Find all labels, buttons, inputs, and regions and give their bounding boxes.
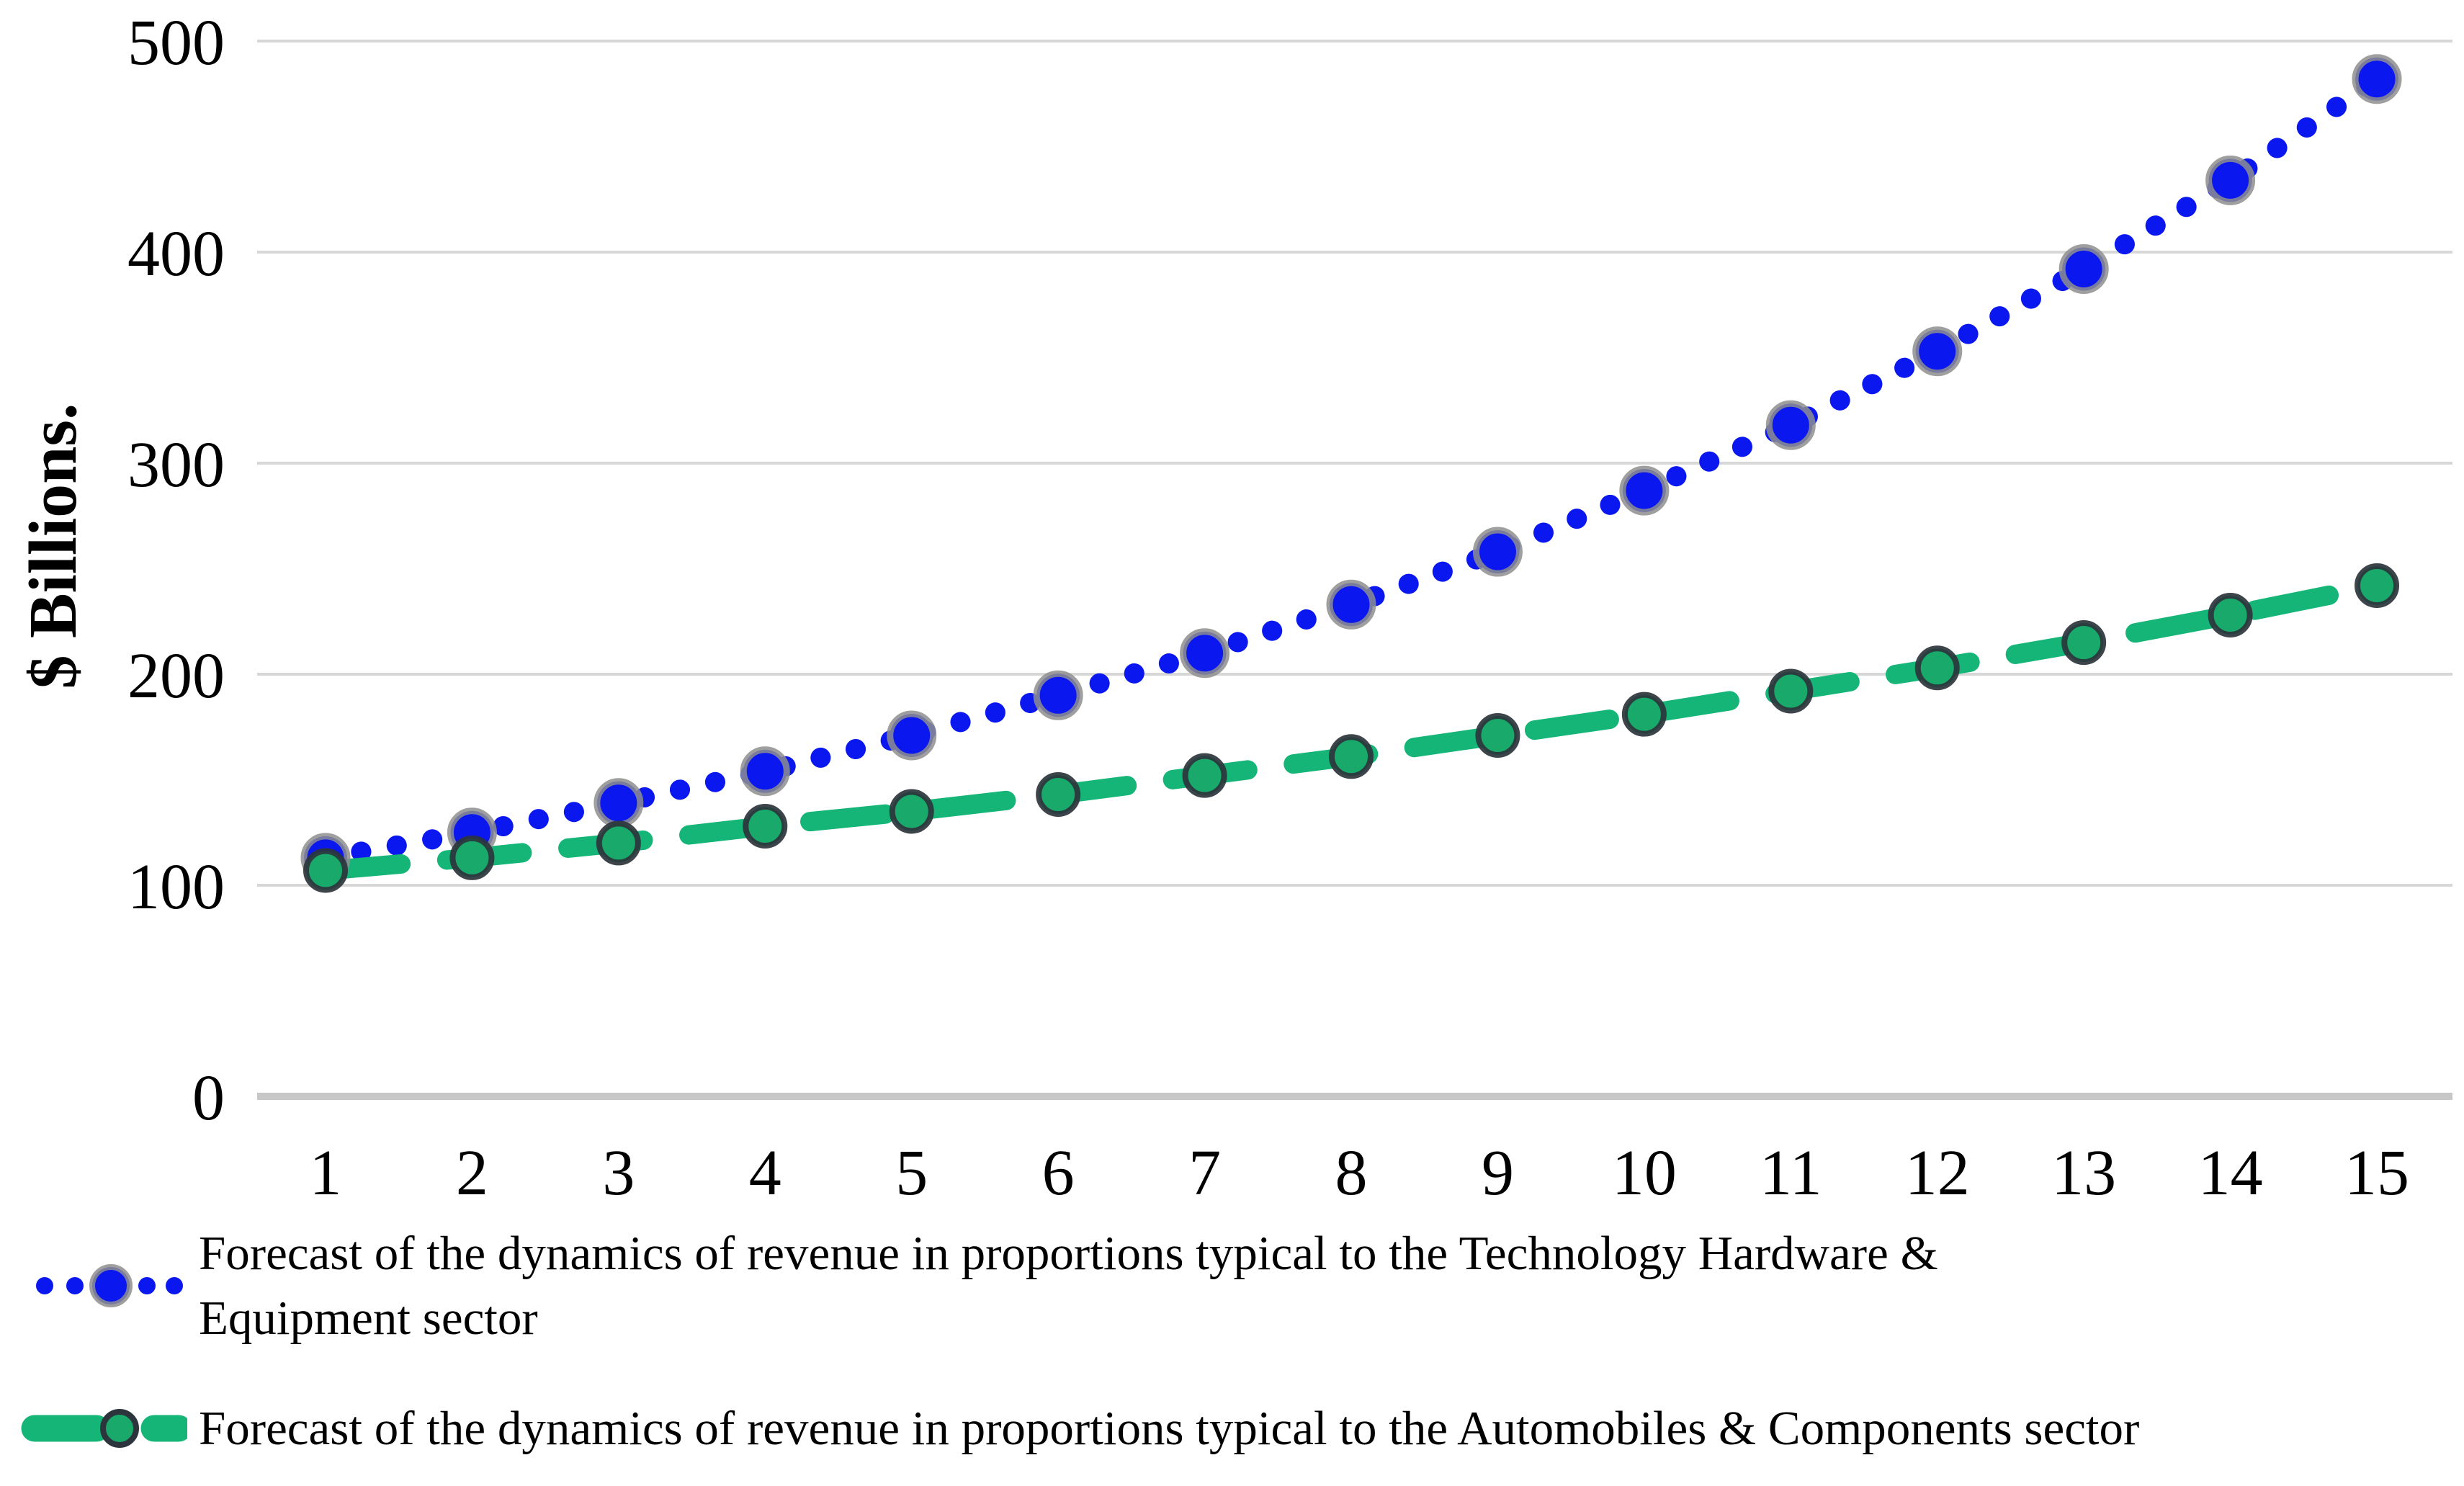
- svg-text:1: 1: [310, 1137, 342, 1209]
- svg-text:14: 14: [2198, 1137, 2263, 1209]
- svg-text:400: 400: [127, 218, 225, 290]
- legend-label-technology-hardware: Forecast of the dynamics of revenue in p…: [199, 1221, 1938, 1351]
- svg-text:11: 11: [1760, 1137, 1822, 1209]
- svg-text:3: 3: [602, 1137, 635, 1209]
- svg-text:6: 6: [1042, 1137, 1075, 1209]
- svg-text:4: 4: [749, 1137, 781, 1209]
- svg-text:100: 100: [127, 851, 225, 923]
- svg-text:0: 0: [192, 1062, 225, 1134]
- legend-label-line-1: Forecast of the dynamics of revenue in p…: [199, 1227, 1938, 1280]
- svg-text:8: 8: [1335, 1137, 1368, 1209]
- svg-text:500: 500: [127, 7, 225, 79]
- svg-text:5: 5: [895, 1137, 928, 1209]
- legend-item-automobiles: Forecast of the dynamics of revenue in p…: [12, 1361, 2139, 1486]
- legend-item-technology-hardware: Forecast of the dynamics of revenue in p…: [12, 1219, 1938, 1353]
- legend-label-line-1: Forecast of the dynamics of revenue in p…: [199, 1402, 2140, 1455]
- legend-swatch-green-dashed-icon: [21, 1409, 187, 1448]
- svg-text:300: 300: [127, 429, 225, 501]
- svg-text:15: 15: [2344, 1137, 2409, 1209]
- svg-text:13: 13: [2051, 1137, 2116, 1209]
- svg-text:2: 2: [456, 1137, 488, 1209]
- svg-text:12: 12: [1905, 1137, 1970, 1209]
- legend-label-line-2: Equipment sector: [199, 1292, 538, 1345]
- svg-text:200: 200: [127, 640, 225, 712]
- svg-text:9: 9: [1482, 1137, 1514, 1209]
- legend-swatch-blue-dotted-icon: [36, 1264, 183, 1307]
- legend-label-automobiles: Forecast of the dynamics of revenue in p…: [199, 1396, 2139, 1461]
- svg-text:10: 10: [1612, 1137, 1677, 1209]
- svg-text:7: 7: [1188, 1137, 1221, 1209]
